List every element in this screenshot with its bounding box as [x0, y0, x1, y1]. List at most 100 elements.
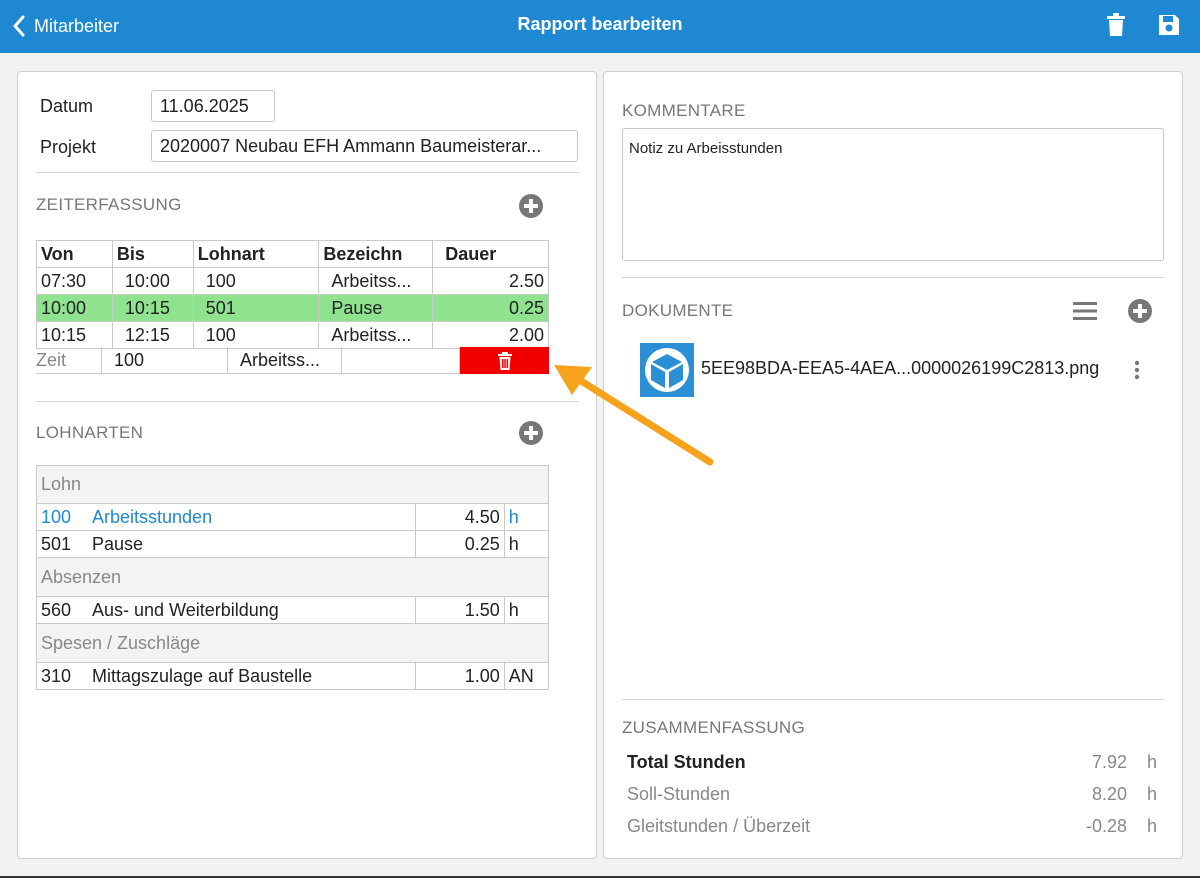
delete-row-button[interactable]	[460, 347, 549, 374]
table-row[interactable]: 07:30 10:00 100 Arbeitss... 2.50	[36, 267, 549, 295]
lohnart-name: Arbeitsstunden	[92, 506, 213, 527]
lohnart-unit: AN	[503, 662, 550, 690]
list-item[interactable]: 100 Arbeitsstunden 4.50 h	[35, 503, 550, 531]
lohnart-code: 501	[41, 533, 72, 554]
summary-unit: h	[1146, 784, 1157, 804]
trash-icon[interactable]	[1103, 12, 1129, 38]
add-lohnart-icon[interactable]	[518, 420, 544, 446]
left-panel: Datum 11.06.2025 Projekt 2020007 Neubau …	[17, 71, 597, 859]
save-icon[interactable]	[1156, 12, 1182, 38]
summary-gleitstunden: Gleitstunden / Überzeit -0.28 h	[627, 816, 1157, 840]
time-table: Von Bis Lohnart Bezeichn Dauer 07:30 10:…	[36, 240, 549, 349]
add-time-entry-icon[interactable]	[518, 193, 544, 219]
cell-bis: 12:15	[111, 321, 194, 349]
lohnart-name: Aus- und Weiterbildung	[92, 599, 279, 620]
divider	[36, 401, 579, 402]
summary-value: -0.28	[1085, 816, 1127, 836]
cell-von: 10:00	[36, 294, 113, 322]
col-bezeichnung: Bezeichn	[318, 240, 434, 268]
more-vertical-icon[interactable]	[1130, 358, 1144, 382]
lohnarten-table: Lohn 100 Arbeitsstunden 4.50 h 501 Pause 0…	[35, 465, 550, 690]
cell-dauer: 0.25	[432, 294, 549, 322]
cell-bezeichnung: Pause	[318, 294, 434, 322]
summary-label: Soll-Stunden	[627, 784, 731, 804]
time-table-header: Von Bis Lohnart Bezeichn Dauer	[36, 240, 549, 268]
right-panel: KOMMENTARE Notiz zu Arbeisstunden DOKUME…	[603, 71, 1183, 859]
group-header: Absenzen	[36, 557, 549, 597]
chevron-left-icon	[13, 15, 25, 37]
lohnart-code: 310	[41, 665, 72, 686]
cube-icon	[645, 348, 689, 392]
lohnart-cell: 310 Mittagszulage auf Baustelle	[35, 662, 417, 690]
cell-von: 10:15	[36, 321, 113, 349]
lohnarten-title: LOHNARTEN	[36, 423, 144, 442]
cell-lohnart: 100	[192, 321, 320, 349]
bottom-border	[0, 876, 1200, 878]
lohnart-cell: 501 Pause	[35, 530, 417, 558]
table-row[interactable]: 10:15 12:15 100 Arbeitss... 2.00	[36, 321, 549, 349]
cell-dauer: 2.00	[432, 321, 549, 349]
lohnart-unit: h	[503, 530, 550, 558]
lohnart-value: 4.50	[415, 503, 505, 531]
col-lohnart: Lohnart	[192, 240, 320, 268]
document-name: 5EE98BDA-EEA5-4AEA...0000026199C2813.png	[701, 358, 1100, 378]
top-navbar: Mitarbeiter Rapport bearbeiten	[0, 0, 1200, 53]
lohnart-code: 560	[41, 599, 72, 620]
cell-bezeichnung: Arbeitss...	[318, 267, 434, 295]
list-item[interactable]: 501 Pause 0.25 h	[35, 530, 550, 558]
add-document-icon[interactable]	[1127, 298, 1153, 324]
summary-label: Gleitstunden / Überzeit	[627, 816, 811, 836]
projekt-field[interactable]: 2020007 Neubau EFH Ammann Baumeisterar..…	[151, 130, 578, 162]
datum-field[interactable]: 11.06.2025	[151, 90, 275, 122]
cell-lohnart: 100	[102, 347, 228, 374]
cell-zeit: Zeit	[36, 347, 102, 374]
summary-total: Total Stunden 7.92 h	[627, 752, 1157, 776]
kommentare-title: KOMMENTARE	[622, 101, 746, 120]
lohnart-cell: 100 Arbeitsstunden	[35, 503, 417, 531]
back-label: Mitarbeiter	[34, 15, 120, 36]
lohnart-value: 0.25	[415, 530, 505, 558]
group-label: Spesen / Zuschläge	[36, 623, 549, 663]
cell-bezeichnung: Arbeitss...	[228, 347, 342, 374]
lohnart-name: Mittagszulage auf Baustelle	[92, 665, 313, 686]
zeiterfassung-title: ZEITERFASSUNG	[36, 195, 182, 214]
list-menu-icon[interactable]	[1072, 300, 1098, 322]
divider	[622, 277, 1165, 278]
group-header: Spesen / Zuschläge	[36, 623, 549, 663]
cell-lohnart: 100	[192, 267, 320, 295]
dokumente-title: DOKUMENTE	[622, 301, 734, 320]
col-bis: Bis	[111, 240, 194, 268]
lohnart-name: Pause	[92, 533, 144, 554]
summary-value: 8.20	[1091, 784, 1127, 804]
back-button[interactable]: Mitarbeiter	[12, 12, 119, 40]
document-thumbnail	[640, 343, 694, 397]
col-dauer: Dauer	[432, 240, 549, 268]
cell-lohnart: 501	[192, 294, 320, 322]
group-label: Absenzen	[36, 557, 549, 597]
cell-dauer: 2.50	[432, 267, 549, 295]
projekt-label: Projekt	[40, 137, 97, 157]
cell-bis: 10:15	[111, 294, 194, 322]
group-header: Lohn	[36, 465, 549, 504]
lohnart-code: 100	[41, 506, 72, 527]
page-title: Rapport bearbeiten	[517, 14, 683, 34]
zusammenfassung-title: ZUSAMMENFASSUNG	[622, 718, 806, 737]
lohnart-cell: 560 Aus- und Weiterbildung	[35, 596, 417, 624]
lohnart-value: 1.50	[415, 596, 505, 624]
cell-bezeichnung: Arbeitss...	[318, 321, 434, 349]
list-item[interactable]: 560 Aus- und Weiterbildung 1.50 h	[35, 596, 550, 624]
comment-textarea[interactable]: Notiz zu Arbeisstunden	[622, 128, 1164, 261]
summary-unit: h	[1146, 816, 1157, 836]
table-row-selected[interactable]: 10:00 10:15 501 Pause 0.25	[36, 294, 549, 322]
col-von: Von	[36, 240, 113, 268]
datum-label: Datum	[40, 96, 94, 116]
list-item[interactable]: 310 Mittagszulage auf Baustelle 1.00 AN	[35, 662, 550, 690]
lohnart-unit: h	[503, 596, 550, 624]
cell-bis: 10:00	[111, 267, 194, 295]
swiped-row[interactable]: Zeit 100 Arbeitss...	[36, 347, 549, 374]
cell-dauer	[342, 347, 460, 374]
summary-value: 7.92	[1091, 752, 1127, 772]
divider	[622, 699, 1165, 700]
summary-soll: Soll-Stunden 8.20 h	[627, 784, 1157, 808]
document-item[interactable]: 5EE98BDA-EEA5-4AEA...0000026199C2813.png	[640, 343, 1150, 398]
